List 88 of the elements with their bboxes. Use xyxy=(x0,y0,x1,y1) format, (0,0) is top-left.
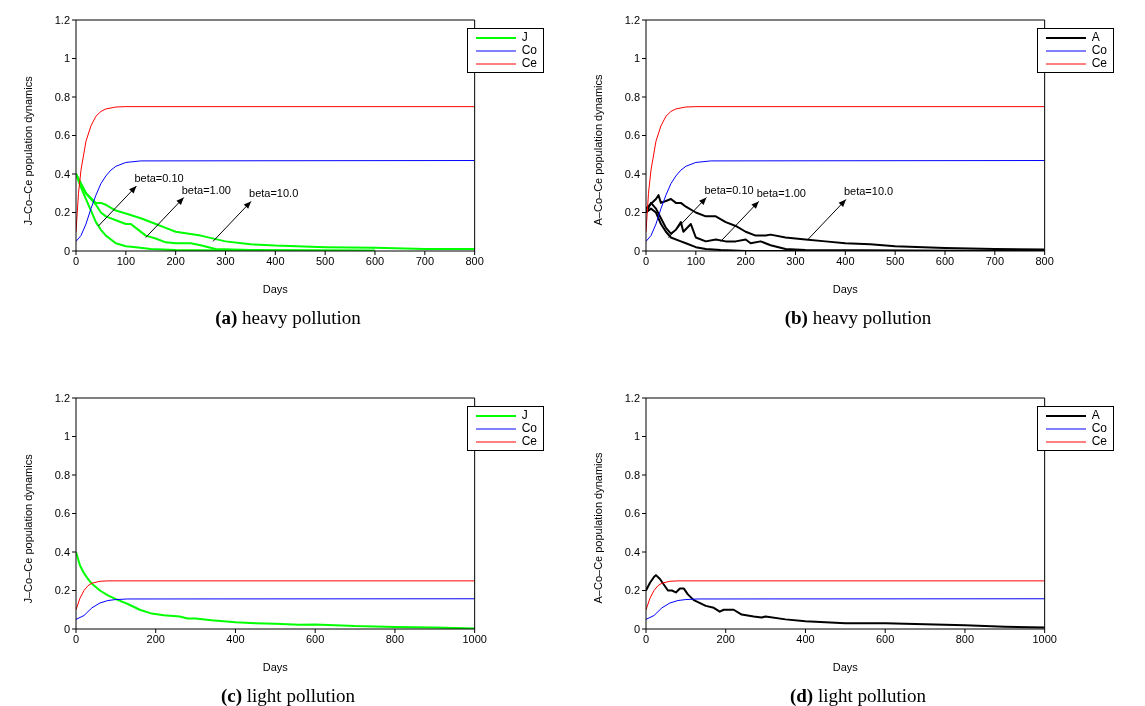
x-axis-title: Days xyxy=(832,283,859,295)
y-tick-label: 0.6 xyxy=(624,507,640,520)
y-axis-title: J–Co–Ce population dynamics xyxy=(21,75,34,226)
x-tick-label: 400 xyxy=(836,254,855,267)
x-tick-label: 100 xyxy=(116,254,136,267)
y-tick-label: 1.2 xyxy=(54,13,70,26)
annotation: beta=0.10 xyxy=(134,171,184,184)
x-tick-label: 100 xyxy=(686,254,706,267)
y-tick-label: 0.2 xyxy=(624,206,640,219)
x-tick-label: 600 xyxy=(876,632,895,645)
y-axis-title: J–Co–Ce population dynamics xyxy=(21,453,34,604)
text: (d) light pollution xyxy=(788,685,928,706)
y-tick-label: 0.8 xyxy=(54,468,70,481)
legend-label: Co xyxy=(1091,421,1107,435)
y-tick-label: 0.4 xyxy=(54,545,70,558)
x-tick-label: 200 xyxy=(166,254,185,267)
x-tick-label: 0 xyxy=(642,632,650,645)
text: (b) heavy pollution xyxy=(783,307,933,329)
x-tick-label: 600 xyxy=(935,254,955,267)
legend-label: J xyxy=(521,408,528,422)
x-tick-label: 800 xyxy=(465,254,484,267)
x-tick-label: 400 xyxy=(796,632,815,645)
y-tick-label: 0 xyxy=(633,244,640,257)
x-tick-label: 500 xyxy=(885,254,905,267)
y-tick-label: 0.6 xyxy=(54,129,70,142)
y-tick-label: 0.4 xyxy=(54,167,70,180)
y-tick-label: 0.8 xyxy=(54,90,70,103)
legend-label: Ce xyxy=(1091,56,1107,70)
y-tick-label: 0.6 xyxy=(624,129,640,142)
legend-label: A xyxy=(1091,408,1100,422)
annotation: beta=1.00 xyxy=(181,183,232,196)
legend-label: J xyxy=(521,30,528,44)
x-tick-label: 800 xyxy=(385,632,405,645)
y-tick-label: 0.8 xyxy=(624,90,640,103)
y-tick-label: 1.2 xyxy=(624,13,640,26)
y-tick-label: 1.2 xyxy=(54,391,70,404)
y-tick-label: 1 xyxy=(633,52,640,65)
x-axis-title: Days xyxy=(832,661,859,673)
y-axis-title: A–Co–Ce population dynamics xyxy=(591,451,604,604)
y-tick-label: 0.2 xyxy=(54,206,70,219)
x-tick-label: 700 xyxy=(985,254,1004,267)
legend-label: Ce xyxy=(521,56,537,70)
legend-label: Co xyxy=(521,43,537,57)
x-tick-label: 400 xyxy=(266,254,285,267)
annotation: beta=0.10 xyxy=(704,183,754,196)
x-tick-label: 200 xyxy=(736,254,755,267)
y-axis-title: A–Co–Ce population dynamics xyxy=(591,73,604,226)
text: (a) heavy pollution xyxy=(214,307,362,329)
x-tick-label: 0 xyxy=(72,254,80,267)
x-tick-label: 0 xyxy=(72,632,80,645)
x-tick-label: 300 xyxy=(786,254,805,267)
x-tick-label: 0 xyxy=(642,254,650,267)
legend-label: A xyxy=(1091,30,1100,44)
legend-label: Co xyxy=(521,421,537,435)
legend-label: Co xyxy=(1091,43,1107,57)
x-tick-label: 400 xyxy=(226,632,245,645)
x-tick-label: 600 xyxy=(306,632,325,645)
x-tick-label: 600 xyxy=(365,254,385,267)
x-tick-label: 800 xyxy=(1035,254,1054,267)
y-tick-label: 0.4 xyxy=(624,167,640,180)
y-tick-label: 0.2 xyxy=(624,584,640,597)
y-tick-label: 1.2 xyxy=(624,391,640,404)
text: (c) light pollution xyxy=(219,685,356,706)
y-tick-label: 0 xyxy=(63,244,70,257)
y-tick-label: 1 xyxy=(63,430,70,443)
x-tick-label: 1000 xyxy=(1032,632,1057,645)
annotation: beta=1.00 xyxy=(756,187,806,200)
x-axis-title: Days xyxy=(262,661,289,673)
y-tick-label: 1 xyxy=(63,52,70,65)
x-tick-label: 200 xyxy=(146,632,165,645)
x-tick-label: 700 xyxy=(415,254,434,267)
x-axis-title: Days xyxy=(262,283,289,295)
y-tick-label: 0.8 xyxy=(624,468,640,481)
legend-label: Ce xyxy=(1091,434,1107,448)
x-tick-label: 1000 xyxy=(462,632,487,645)
x-tick-label: 200 xyxy=(716,632,735,645)
y-tick-label: 0 xyxy=(63,622,70,635)
y-tick-label: 0.2 xyxy=(54,584,70,597)
y-tick-label: 1 xyxy=(633,430,640,443)
legend-label: Ce xyxy=(521,434,537,448)
y-tick-label: 0.4 xyxy=(624,545,640,558)
y-tick-label: 0 xyxy=(633,622,640,635)
annotation: beta=10.0 xyxy=(843,185,894,198)
x-tick-label: 500 xyxy=(315,254,335,267)
annotation: beta=10.0 xyxy=(249,187,299,200)
x-tick-label: 300 xyxy=(216,254,235,267)
y-tick-label: 0.6 xyxy=(54,507,70,520)
x-tick-label: 800 xyxy=(955,632,975,645)
